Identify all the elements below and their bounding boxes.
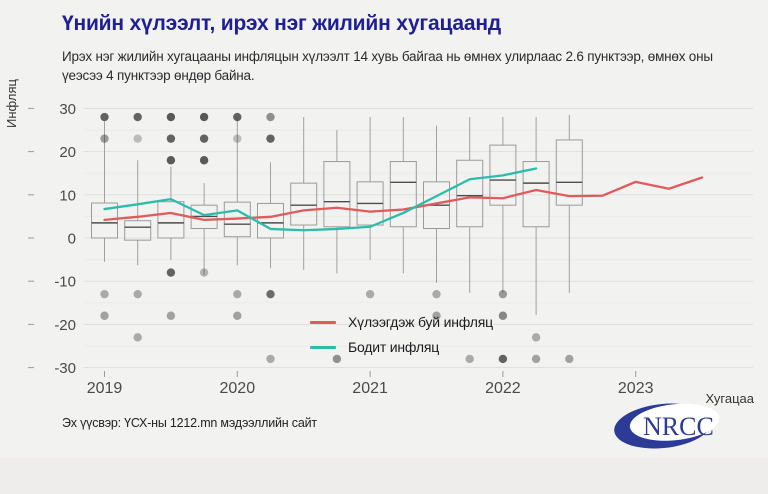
outlier-dot <box>233 112 242 122</box>
outlier-dot <box>166 268 176 277</box>
nrcc-logo-crescent <box>614 403 719 449</box>
y-tick-label: -30 <box>54 360 76 377</box>
outlier-dot <box>199 134 209 143</box>
outlier-dot <box>233 289 242 299</box>
page-title: Үнийн хүлээлт, ирэх нэг жилийн хугацаанд <box>62 12 501 35</box>
boxplot-box <box>389 161 417 228</box>
x-axis-label: Хугацаа <box>705 391 754 406</box>
outlier-dot <box>100 134 109 143</box>
chart-subtitle: Ирэх нэг жилийн хугацааны инфляцын хүлээ… <box>62 49 713 83</box>
outlier-dot <box>166 311 176 320</box>
outlier-dot <box>266 354 275 364</box>
outlier-dot <box>565 354 574 364</box>
x-tick-label: 2020 <box>220 380 256 397</box>
expected-inflation-line <box>103 176 704 222</box>
y-tick-label: 0 <box>68 231 76 248</box>
outlier-dot <box>531 354 541 364</box>
outlier-dot <box>498 289 508 299</box>
outlier-dot <box>498 311 508 320</box>
footer-band <box>0 458 768 494</box>
outlier-dot <box>266 289 275 299</box>
y-tick-label: -10 <box>54 274 76 291</box>
outlier-dot <box>166 134 176 143</box>
outlier-dot <box>166 156 176 165</box>
outlier-dot <box>365 289 375 299</box>
actual-inflation-swatch <box>310 345 336 349</box>
nrcc-logo: NRCC <box>614 403 719 449</box>
y-axis-label: Инфляц <box>4 78 19 128</box>
x-tick-label: 2023 <box>618 380 654 397</box>
outlier-dot <box>166 112 176 122</box>
outlier-dot <box>199 268 209 277</box>
outlier-dot <box>465 354 474 364</box>
nrcc-logo-text: NRCC <box>643 412 714 441</box>
boxplot-box <box>489 144 517 206</box>
boxplot-box <box>124 220 152 241</box>
source-note: Эх үүсвэр: ҮСХ-ны 1212.mn мэдээллийн сай… <box>62 416 317 430</box>
boxplot-box <box>323 161 351 228</box>
chart-legend: Хүлээгдэж буй инфляц Бодит инфляц <box>310 314 493 364</box>
outlier-dot <box>498 354 508 364</box>
y-tick-label: 20 <box>59 144 76 161</box>
outlier-dot <box>100 311 109 320</box>
outlier-dot <box>199 156 209 165</box>
outlier-dot <box>133 112 142 122</box>
outlier-dot <box>233 311 242 320</box>
x-tick-label: 2022 <box>485 380 521 397</box>
expected-inflation-swatch <box>310 320 336 324</box>
boxplot-box <box>257 202 284 239</box>
outlier-dot <box>432 311 441 320</box>
y-tick-label: 30 <box>59 101 76 118</box>
x-tick-label: 2021 <box>352 380 388 397</box>
boxplot-box <box>456 159 484 228</box>
legend-item-actual-inflation: Бодит инфляц <box>310 339 493 355</box>
legend-label-expected: Хүлээгдэж буй инфляц <box>348 314 493 330</box>
legend-label-actual: Бодит инфляц <box>348 339 440 355</box>
outlier-dot <box>531 333 541 342</box>
outlier-dot <box>266 134 275 143</box>
boxplot-box <box>91 202 118 239</box>
outlier-dot <box>133 333 142 342</box>
actual-inflation-line <box>103 167 538 232</box>
y-tick-label: 10 <box>59 187 76 204</box>
outlier-dot <box>100 112 109 122</box>
boxplot-box <box>290 182 318 226</box>
legend-item-expected-inflation: Хүлээгдэж буй инфляц <box>310 314 493 330</box>
outlier-dot <box>332 354 342 364</box>
boxplot-box <box>157 201 185 239</box>
outlier-dot <box>133 289 142 299</box>
outlier-dot <box>199 112 209 122</box>
outlier-dot <box>266 112 275 122</box>
outlier-dot <box>100 289 109 299</box>
boxplot-box <box>555 139 583 206</box>
outlier-dot <box>233 134 242 143</box>
y-tick-label: -20 <box>54 317 76 334</box>
outlier-dot <box>432 289 441 299</box>
x-tick-label: 2019 <box>87 380 123 397</box>
outlier-dot <box>133 134 142 143</box>
